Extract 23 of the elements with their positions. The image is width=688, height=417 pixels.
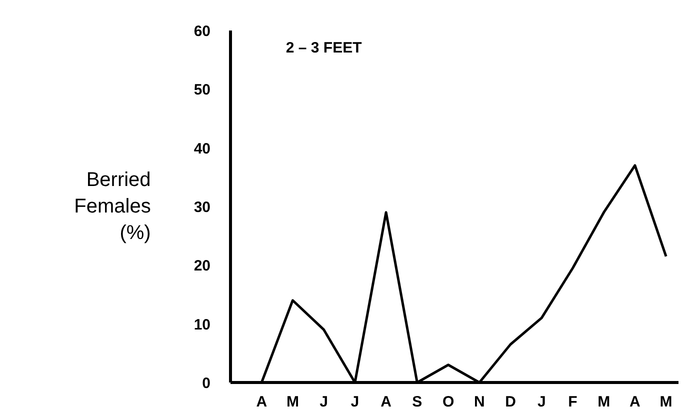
x-tick-label: J (320, 394, 328, 410)
x-tick-label: D (505, 394, 516, 410)
x-tick-label: M (598, 394, 610, 410)
x-tick-label: O (442, 394, 454, 410)
x-tick-label: A (630, 394, 641, 410)
y-tick-label: 20 (194, 258, 211, 275)
y-tick-label: 40 (194, 140, 211, 158)
x-tick-label: M (660, 394, 672, 410)
x-tick-label: J (350, 394, 360, 410)
y-tick-label: 30 (194, 199, 211, 216)
x-tick-label: A (256, 394, 268, 410)
x-tick-label: A (380, 394, 392, 410)
y-tick-label: 50 (194, 82, 211, 99)
y-tick-label: 10 (194, 316, 211, 334)
y-tick-label: 0 (202, 375, 210, 392)
text: 2 – 3 FEET (286, 40, 362, 57)
y-axis-title: Berried Females (%) (74, 169, 151, 244)
x-tick-label: N (474, 394, 485, 410)
x-tick-label: F (568, 394, 578, 410)
x-tick-label: J (537, 394, 546, 410)
y-tick-label: 60 (194, 23, 211, 40)
x-tick-label: M (286, 394, 299, 410)
x-tick-label: S (412, 394, 422, 410)
